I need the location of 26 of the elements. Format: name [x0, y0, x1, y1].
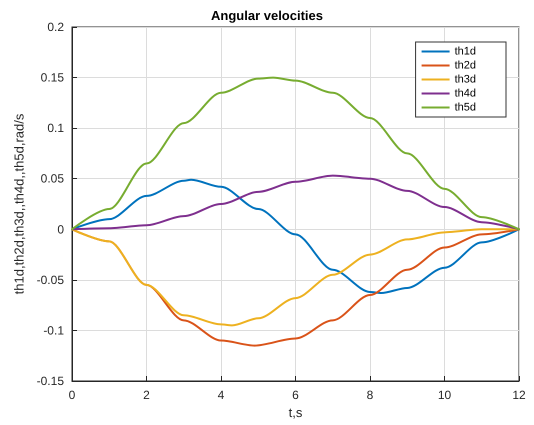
- y-tick-label: -0.1: [43, 323, 64, 338]
- y-tick-label: 0.1: [47, 121, 64, 136]
- y-tick-label: 0.2: [47, 20, 64, 34]
- x-tick-label: 10: [438, 388, 452, 402]
- x-tick-label: 2: [143, 388, 150, 402]
- x-tick-label: 6: [292, 388, 300, 402]
- x-axis-title: t,s: [288, 404, 303, 420]
- y-tick-label: -0.05: [36, 272, 64, 287]
- line-series: [71, 76, 520, 230]
- line-series: [71, 174, 520, 230]
- y-axis-title: th1d,th2d,th3d,,th4d,,th5d,rad/s: [12, 113, 27, 294]
- legend-label: th4d: [454, 88, 476, 100]
- y-tick-label: 0.15: [40, 70, 64, 85]
- y-tick-label: 0.05: [40, 172, 64, 186]
- legend-label: th1d: [454, 46, 476, 58]
- x-tick-label: 8: [366, 388, 374, 402]
- y-tick-label: -0.15: [36, 374, 64, 388]
- line-series: [71, 228, 520, 326]
- x-tick-label: 4: [218, 388, 225, 402]
- legend-label: th5d: [454, 102, 476, 114]
- legend-label: th2d: [454, 60, 476, 72]
- x-tick-label: 0: [68, 388, 76, 402]
- y-tick-label: 0: [57, 222, 64, 236]
- legend-label: th3d: [454, 74, 476, 86]
- x-tick-label: 12: [512, 388, 526, 402]
- chart-title: Angular velocities: [211, 8, 323, 23]
